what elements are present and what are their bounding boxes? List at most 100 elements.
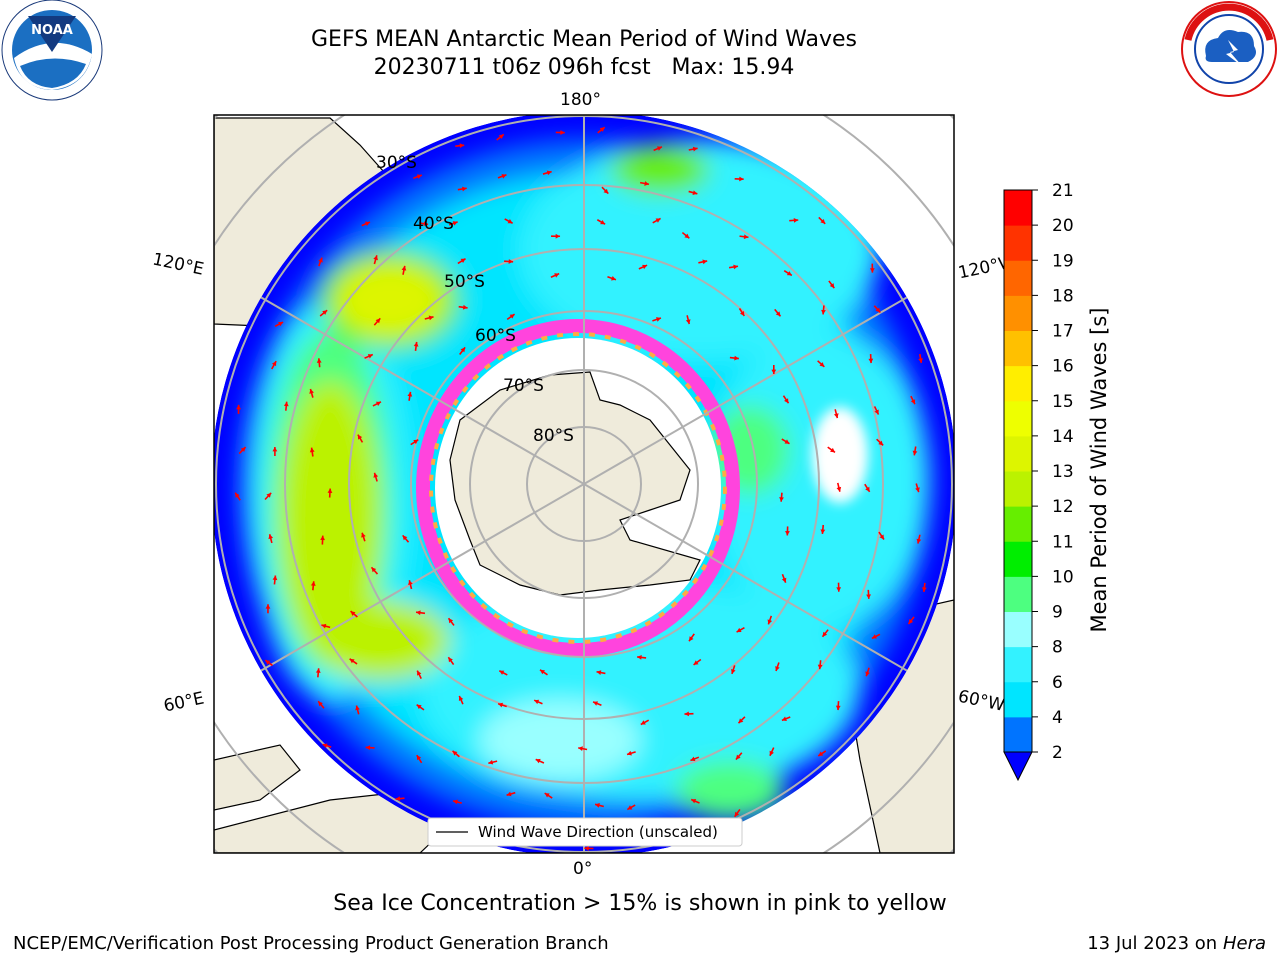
map-legend: Wind Wave Direction (unscaled) xyxy=(427,817,743,847)
wave-arrow-head xyxy=(817,664,823,670)
colorbar-bin xyxy=(1004,576,1032,612)
colorbar-tick-label: 16 xyxy=(1052,357,1074,377)
wave-arrow-head xyxy=(416,704,422,710)
wave-arrow-head xyxy=(322,743,328,749)
wave-arrow-head xyxy=(868,358,874,364)
wave-arrow-head xyxy=(416,610,421,616)
svg-text:NOAA: NOAA xyxy=(31,23,73,38)
wave-arrow-head xyxy=(820,529,826,534)
wave-arrow-head xyxy=(642,264,648,270)
colorbar-bin xyxy=(1004,541,1032,577)
wave-arrow-head xyxy=(578,746,583,752)
wave-arrow-head xyxy=(910,399,916,405)
wave-arrow-head xyxy=(785,530,790,536)
colorbar-tick-label: 17 xyxy=(1052,322,1074,342)
colorbar-bin xyxy=(1004,611,1032,648)
wave-arrow-head xyxy=(869,268,875,273)
colorbar-tick-label: 14 xyxy=(1052,427,1074,447)
svg-text:70°S: 70°S xyxy=(503,376,544,396)
colorbar-tick-label: 2 xyxy=(1052,743,1063,763)
wave-arrow-head xyxy=(534,699,540,705)
wave-arrow-head xyxy=(830,447,836,453)
wave-arrow-head xyxy=(309,447,315,453)
colorbar-tick-label: 15 xyxy=(1052,392,1074,412)
wave-arrow-head xyxy=(779,497,784,502)
wave-arrow-head xyxy=(458,695,464,701)
wave-arrow-head xyxy=(373,472,379,478)
wave-arrow-head xyxy=(820,219,826,224)
wave-arrow-head xyxy=(878,440,884,446)
wave-arrow-head xyxy=(498,134,504,139)
wave-arrow-head xyxy=(373,255,378,261)
wave-arrow-head xyxy=(375,401,381,406)
wave-arrow-head xyxy=(322,310,328,315)
wave-arrow-head xyxy=(793,217,799,223)
wave-arrow-head xyxy=(584,845,589,851)
wave-arrow-head xyxy=(375,318,381,324)
svg-text:60°E: 60°E xyxy=(162,688,206,716)
wave-arrow-head xyxy=(733,264,738,270)
svg-text:0°: 0° xyxy=(573,859,592,879)
colorbar-tick-label: 19 xyxy=(1052,251,1074,271)
wave-arrow-head xyxy=(693,660,699,665)
colorbar-tick-label: 12 xyxy=(1052,497,1074,517)
wave-arrow-head xyxy=(866,594,871,599)
wave-arrow-head xyxy=(739,176,744,182)
wave-arrow-head xyxy=(689,636,694,642)
wave-arrow-head xyxy=(599,127,605,132)
wave-arrow-head xyxy=(364,221,370,227)
wave-arrow-head xyxy=(874,409,879,415)
wave-arrow-head xyxy=(833,413,839,419)
wave-arrow-head xyxy=(734,811,740,817)
wave-arrow-head xyxy=(321,623,327,629)
colorbar-bin xyxy=(1004,330,1032,367)
colorbar-tick-label: 6 xyxy=(1052,673,1063,693)
colorbar-tick-label: 20 xyxy=(1052,216,1074,236)
svg-text:30°S: 30°S xyxy=(376,153,417,173)
wave-arrow-head xyxy=(265,604,271,609)
colorbar-label: Mean Period of Wind Waves [s] xyxy=(1087,308,1111,633)
wave-arrow-head xyxy=(401,265,407,271)
wave-arrow-head xyxy=(735,754,741,760)
wave-arrow-head xyxy=(775,666,780,672)
wave-arrow-head xyxy=(775,311,781,317)
svg-text:180°: 180° xyxy=(560,90,601,110)
wave-arrow-head xyxy=(407,391,413,397)
wave-arrow-head xyxy=(879,534,884,540)
colorbar-tick-label: 8 xyxy=(1052,638,1063,658)
wave-arrow-head xyxy=(268,534,274,540)
wave-arrow-head xyxy=(781,716,787,721)
wave-arrow-head xyxy=(771,369,777,375)
colorbar-tick-label: 4 xyxy=(1052,708,1063,728)
colorbar-bin xyxy=(1004,225,1032,261)
colorbar-bin xyxy=(1004,471,1032,507)
svg-text:120°E: 120°E xyxy=(151,249,206,279)
wave-arrow-head xyxy=(734,355,739,361)
wave-arrow-head xyxy=(916,538,922,544)
wave-arrow-head xyxy=(611,276,616,281)
wave-arrow-head xyxy=(702,259,708,265)
legend-label: Wind Wave Direction (unscaled) xyxy=(478,823,718,841)
wave-arrow-head xyxy=(865,671,870,677)
wave-arrow-head xyxy=(596,670,602,675)
colorbar-bin xyxy=(1004,400,1032,437)
wave-arrow-head xyxy=(743,234,749,240)
wave-arrow-head xyxy=(402,535,408,541)
wave-arrow-head xyxy=(498,702,504,708)
wave-arrow-head xyxy=(915,487,920,493)
wave-arrow-head xyxy=(460,258,466,264)
wave-arrow-head xyxy=(829,283,835,289)
wave-arrow-head xyxy=(283,401,289,407)
wave-arrow-head xyxy=(453,799,458,805)
wave-arrow-head xyxy=(235,492,240,498)
wave-arrow-head xyxy=(836,486,842,492)
wave-arrow-head xyxy=(865,486,870,492)
wave-arrow-head xyxy=(417,670,422,676)
wave-arrow-head xyxy=(655,218,661,223)
wave-arrow-head xyxy=(554,273,560,278)
wave-arrow-head xyxy=(509,314,515,319)
wave-arrow-head xyxy=(627,750,632,756)
wave-arrow-head xyxy=(327,488,333,494)
wave-arrow-head xyxy=(738,718,744,724)
